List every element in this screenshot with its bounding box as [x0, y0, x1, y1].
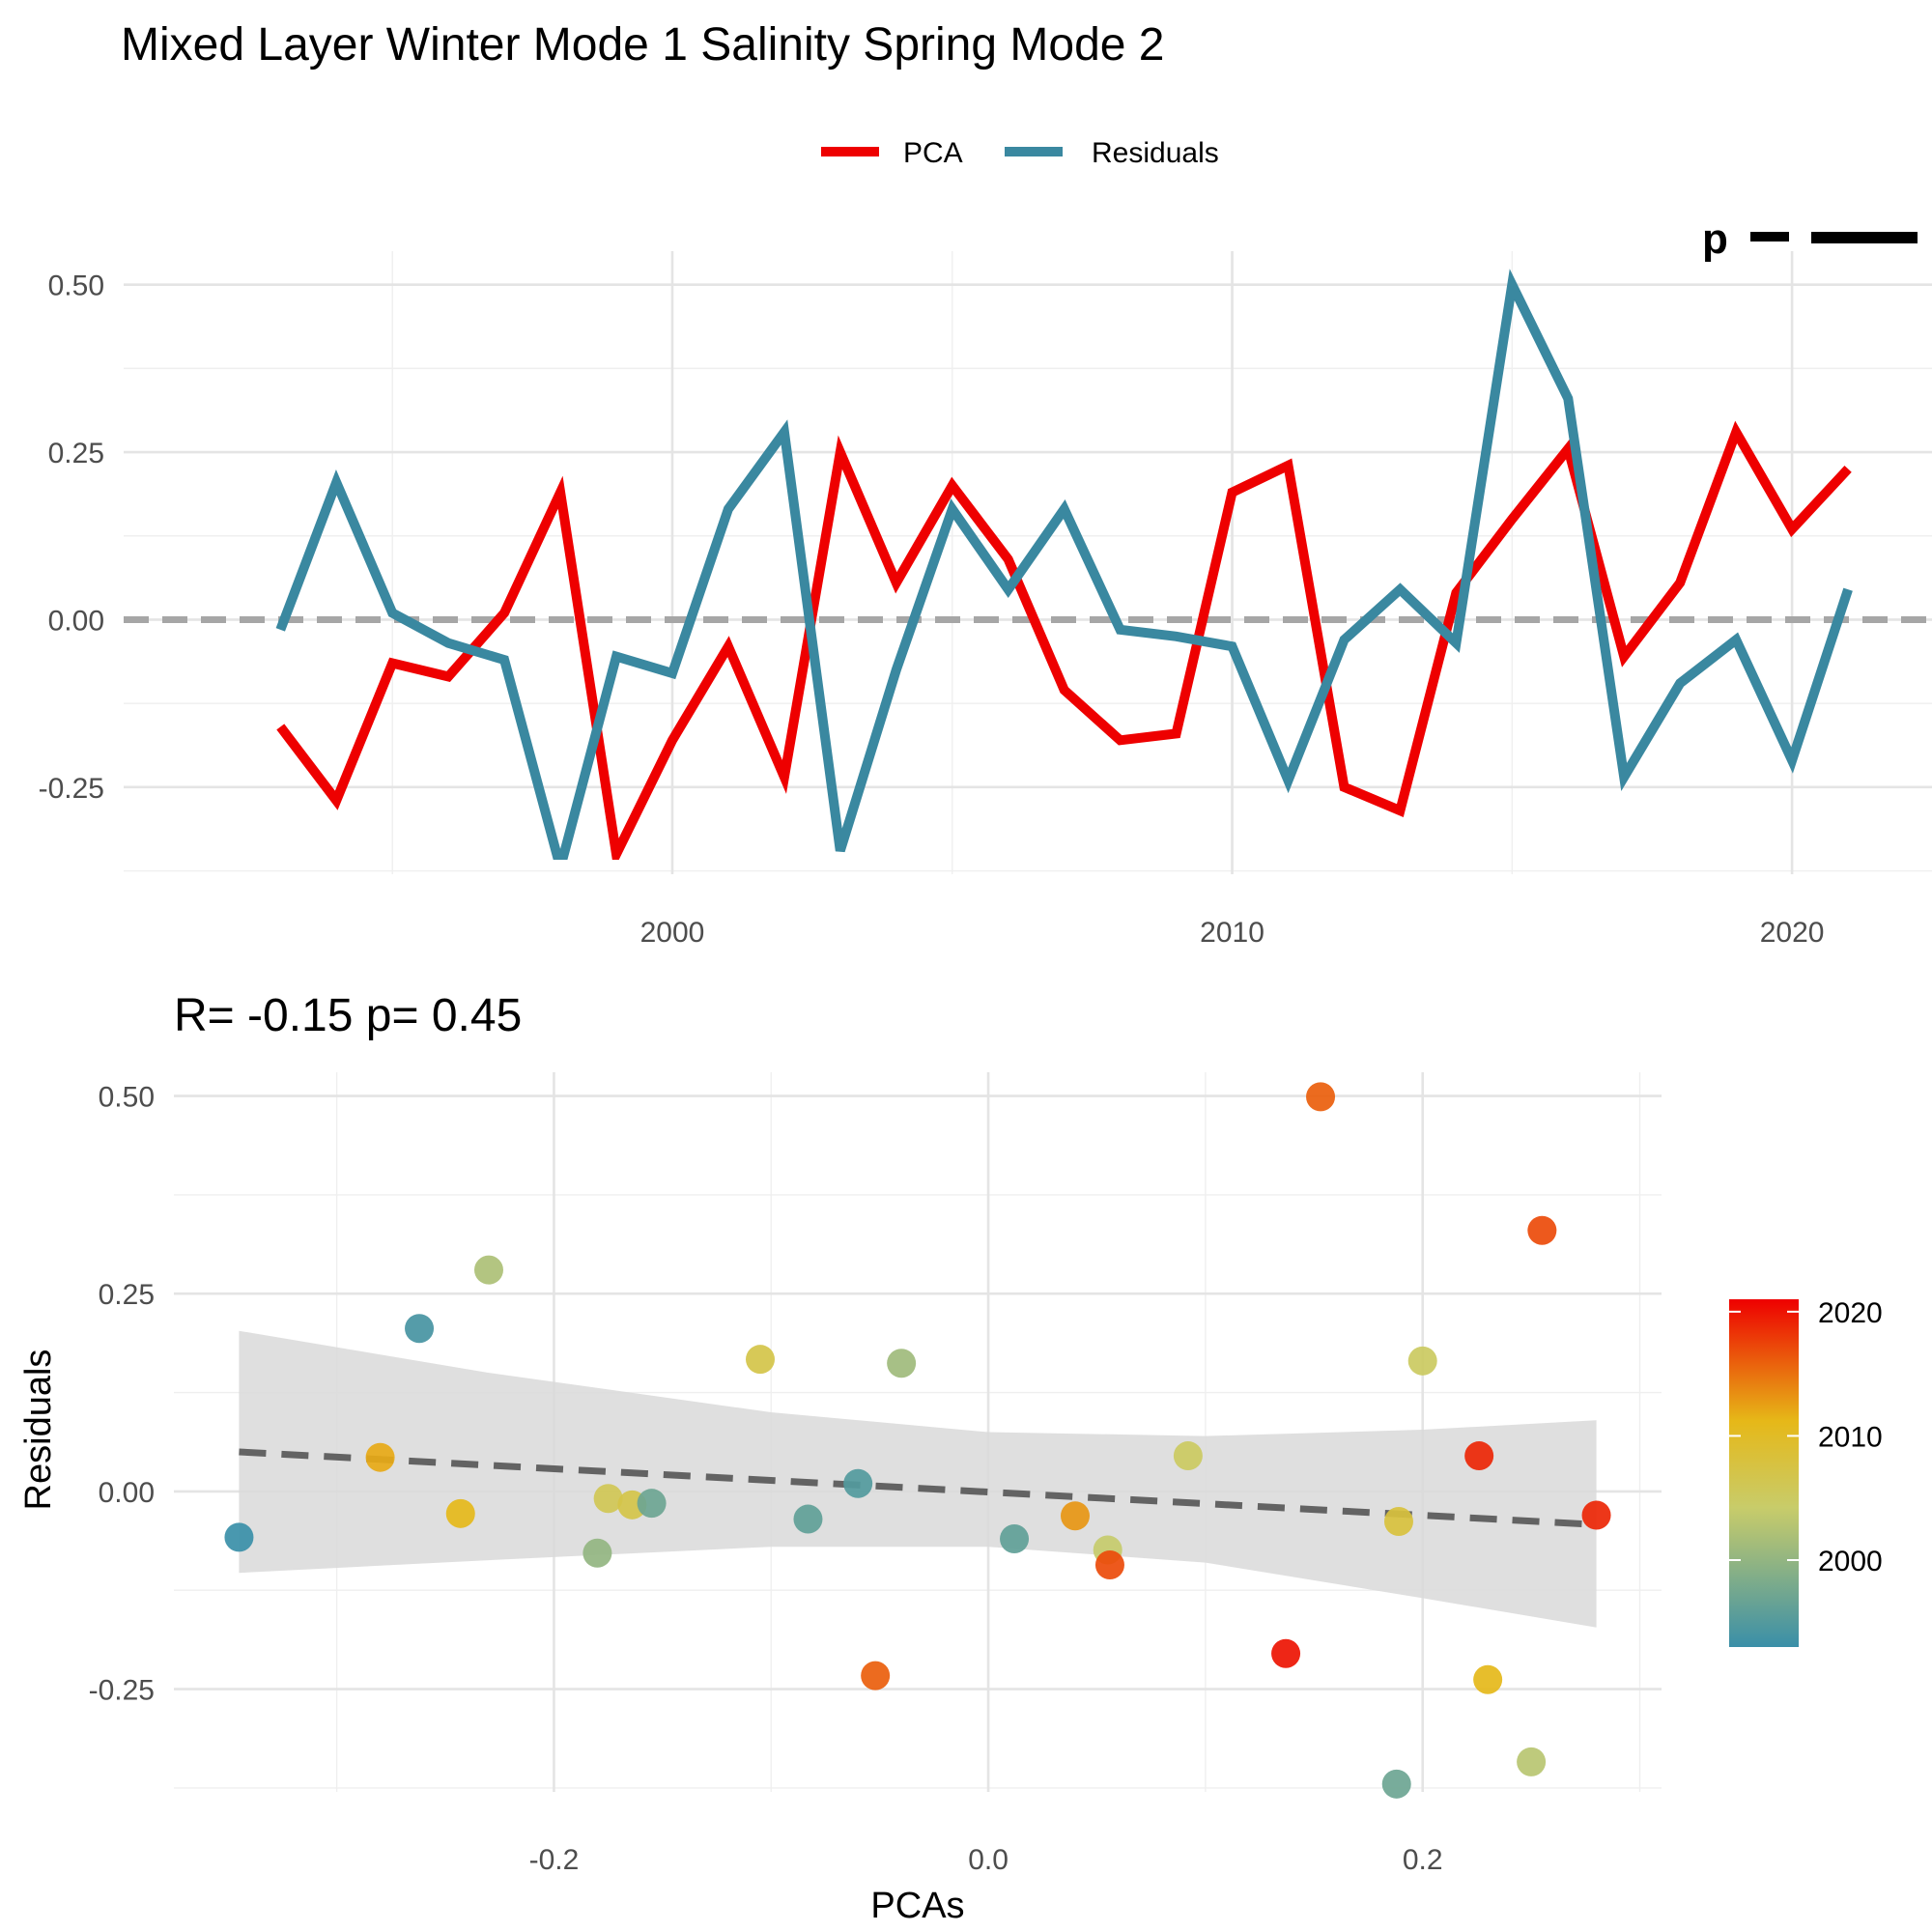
x-tick-label: -0.2 [529, 1844, 580, 1876]
colorbar-gradient [1729, 1299, 1799, 1647]
x-axis-title: PCAs [870, 1886, 964, 1926]
y-tick-label: -0.25 [89, 1675, 155, 1707]
scatter-point [1527, 1215, 1557, 1245]
clipped-corner-annotation-text: p [1702, 215, 1728, 263]
clipped-corner-annotation: p [1702, 215, 1918, 263]
scatter-points [224, 1082, 1611, 1799]
scatter-y-tick-labels: -0.25 0.00 0.25 0.50 [89, 1082, 155, 1707]
regression-fit-line [239, 1448, 1597, 1528]
x-tick-label: 2000 [640, 917, 705, 949]
series-line-pca [276, 420, 1852, 860]
scatter-point [1306, 1082, 1336, 1112]
scatter-point [473, 1255, 503, 1285]
scatter-point [887, 1349, 917, 1378]
scatter-point [582, 1538, 612, 1568]
scatter-point [1094, 1550, 1124, 1580]
clipped-corner-annotation-equals [1750, 232, 1789, 242]
legend: PCA Residuals [821, 137, 1219, 169]
y-tick-label: 0.50 [99, 1082, 155, 1114]
scatter-point [843, 1468, 873, 1498]
y-axis-title: Residuals [18, 1350, 59, 1511]
scatter-point [793, 1504, 823, 1534]
y-tick-label: 0.50 [48, 270, 104, 302]
x-tick-label: 2020 [1760, 917, 1825, 949]
legend-label-residuals: Residuals [1092, 137, 1219, 169]
scatter-x-tick-labels: -0.2 0.0 0.2 [529, 1844, 1443, 1876]
scatter-point [637, 1489, 667, 1519]
y-tick-label: 0.00 [99, 1477, 155, 1509]
scatter-point [1473, 1664, 1503, 1694]
colorbar-tick-label: 2020 [1818, 1297, 1883, 1329]
colorbar-tick-label: 2010 [1818, 1421, 1883, 1453]
y-tick-label: 0.25 [99, 1279, 155, 1311]
timeseries-grid [124, 251, 1932, 874]
clipped-corner-annotation-tail [1811, 232, 1918, 243]
x-tick-label: 0.2 [1403, 1844, 1443, 1876]
scatter-point [1517, 1747, 1547, 1776]
scatter-panel: -0.25 0.00 0.25 0.50 -0.2 0.0 0.2 [89, 1072, 1662, 1876]
scatter-point [1000, 1524, 1030, 1554]
scatter-subtitle: R= -0.15 p= 0.45 [174, 990, 522, 1041]
x-tick-label: 0.0 [968, 1844, 1009, 1876]
y-tick-label: 0.00 [48, 605, 104, 637]
scatter-point [1464, 1441, 1494, 1471]
scatter-point [593, 1484, 623, 1514]
x-tick-label: 2010 [1200, 917, 1264, 949]
scatter-point [861, 1661, 891, 1690]
scatter-point [1060, 1501, 1090, 1531]
colorbar-tick-label: 2000 [1818, 1546, 1883, 1577]
scatter-point [365, 1442, 395, 1472]
y-tick-label: -0.25 [39, 773, 104, 805]
scatter-point [1271, 1638, 1301, 1668]
scatter-point [445, 1498, 475, 1528]
colorbar: 2000 2010 2020 [1729, 1297, 1883, 1647]
scatter-point [405, 1314, 435, 1344]
legend-label-pca: PCA [903, 137, 963, 169]
timeseries-x-tick-labels: 2000 2010 2020 [640, 917, 1825, 949]
scatter-point [746, 1345, 776, 1375]
scatter-point [1581, 1500, 1611, 1530]
scatter-point [1173, 1441, 1203, 1471]
scatter-point [1381, 1769, 1411, 1799]
series-line-residuals [275, 269, 1853, 860]
scatter-point [1407, 1346, 1437, 1376]
timeseries-panel: -0.25 0.00 0.25 0.50 2000 2010 2020 p [39, 215, 1932, 949]
scatter-point [224, 1522, 254, 1552]
colorbar-ticks: 2000 2010 2020 [1729, 1297, 1883, 1577]
scatter-point [1383, 1507, 1413, 1537]
chart-title: Mixed Layer Winter Mode 1 Salinity Sprin… [121, 19, 1165, 71]
timeseries-y-tick-labels: -0.25 0.00 0.25 0.50 [39, 270, 104, 805]
confidence-ribbon [239, 1330, 1597, 1628]
y-tick-label: 0.25 [48, 438, 104, 469]
